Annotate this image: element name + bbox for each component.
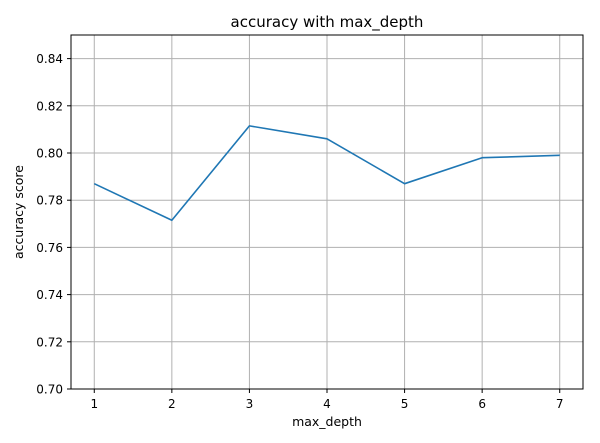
x-tick-label: 2	[168, 397, 176, 411]
y-axis: 0.70 0.72 0.74 0.76 0.78 0.80 0.82 0.84	[36, 52, 71, 397]
x-tick-label: 6	[478, 397, 486, 411]
chart-title: accuracy with max_depth	[231, 13, 424, 32]
series-layer	[93, 125, 560, 222]
x-tick-label: 1	[90, 397, 98, 411]
y-tick-label: 0.70	[36, 383, 63, 397]
x-tick-label: 7	[556, 397, 564, 411]
y-tick-label: 0.74	[36, 288, 63, 302]
x-tick-label: 5	[401, 397, 409, 411]
x-tick-label: 3	[246, 397, 254, 411]
y-tick-label: 0.80	[36, 147, 63, 161]
y-tick-label: 0.82	[36, 99, 63, 113]
y-tick-label: 0.76	[36, 241, 63, 255]
y-tick-label: 0.78	[36, 194, 63, 208]
y-tick-label: 0.72	[36, 335, 63, 349]
y-axis-label: accuracy score	[11, 165, 26, 259]
x-axis-label: max_depth	[292, 414, 362, 429]
grid	[71, 35, 583, 390]
y-tick-label: 0.84	[36, 52, 63, 66]
x-axis: 1 2 3 4 5 6 7	[90, 389, 564, 411]
x-tick-label: 4	[323, 397, 331, 411]
